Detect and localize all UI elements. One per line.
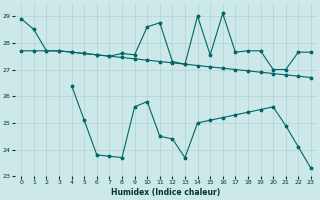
X-axis label: Humidex (Indice chaleur): Humidex (Indice chaleur)	[111, 188, 221, 197]
